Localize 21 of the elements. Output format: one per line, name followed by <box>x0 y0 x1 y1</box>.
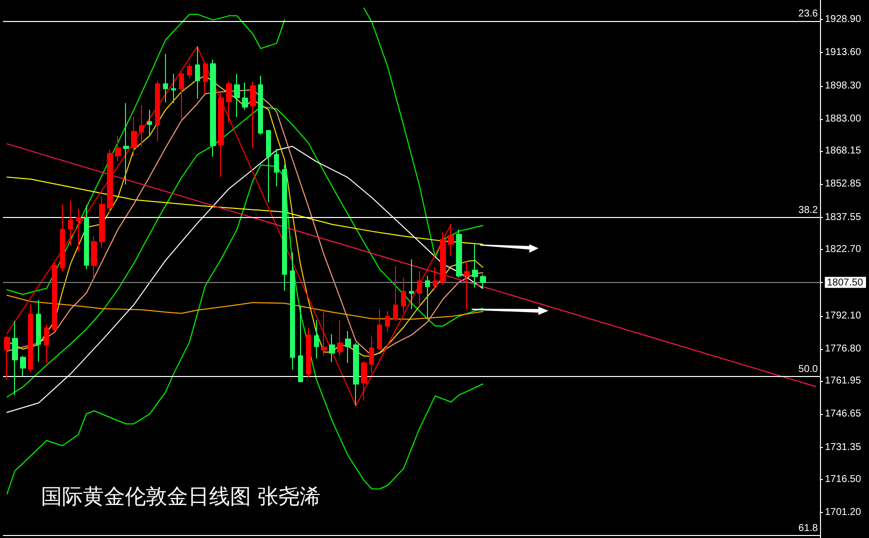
y-tick-label: 1883.00 <box>824 113 862 124</box>
y-tick-label: 1852.85 <box>824 178 862 190</box>
y-tick-label: 1898.30 <box>824 80 862 92</box>
y-tick-label: 1731.35 <box>824 442 862 453</box>
y-tick-label: 1837.55 <box>824 212 862 223</box>
y-tick-label: 1868.15 <box>824 146 862 157</box>
y-tick-label: 1792.10 <box>824 310 862 322</box>
ref-line-label: 23.6 <box>798 8 818 20</box>
ref-line-label: 50.0 <box>798 364 818 375</box>
y-tick-label: 1913.60 <box>824 47 862 58</box>
y-tick-label: 1776.80 <box>824 343 862 354</box>
ref-line-label: 38.2 <box>798 204 818 216</box>
y-tick-label: 1716.50 <box>824 474 862 486</box>
ref-line-label: 61.8 <box>798 522 818 534</box>
text: 国际黄金伦敦金日线图 张尧浠 <box>41 484 321 508</box>
y-tick-label: 1761.95 <box>824 376 862 387</box>
y-tick-label: 1701.20 <box>824 507 862 518</box>
y-tick-label: 1822.70 <box>824 244 862 256</box>
y-tick-label: 1807.50 <box>826 277 864 288</box>
y-tick-label: 1928.90 <box>824 14 862 25</box>
y-tick-label: 1746.65 <box>824 408 862 420</box>
